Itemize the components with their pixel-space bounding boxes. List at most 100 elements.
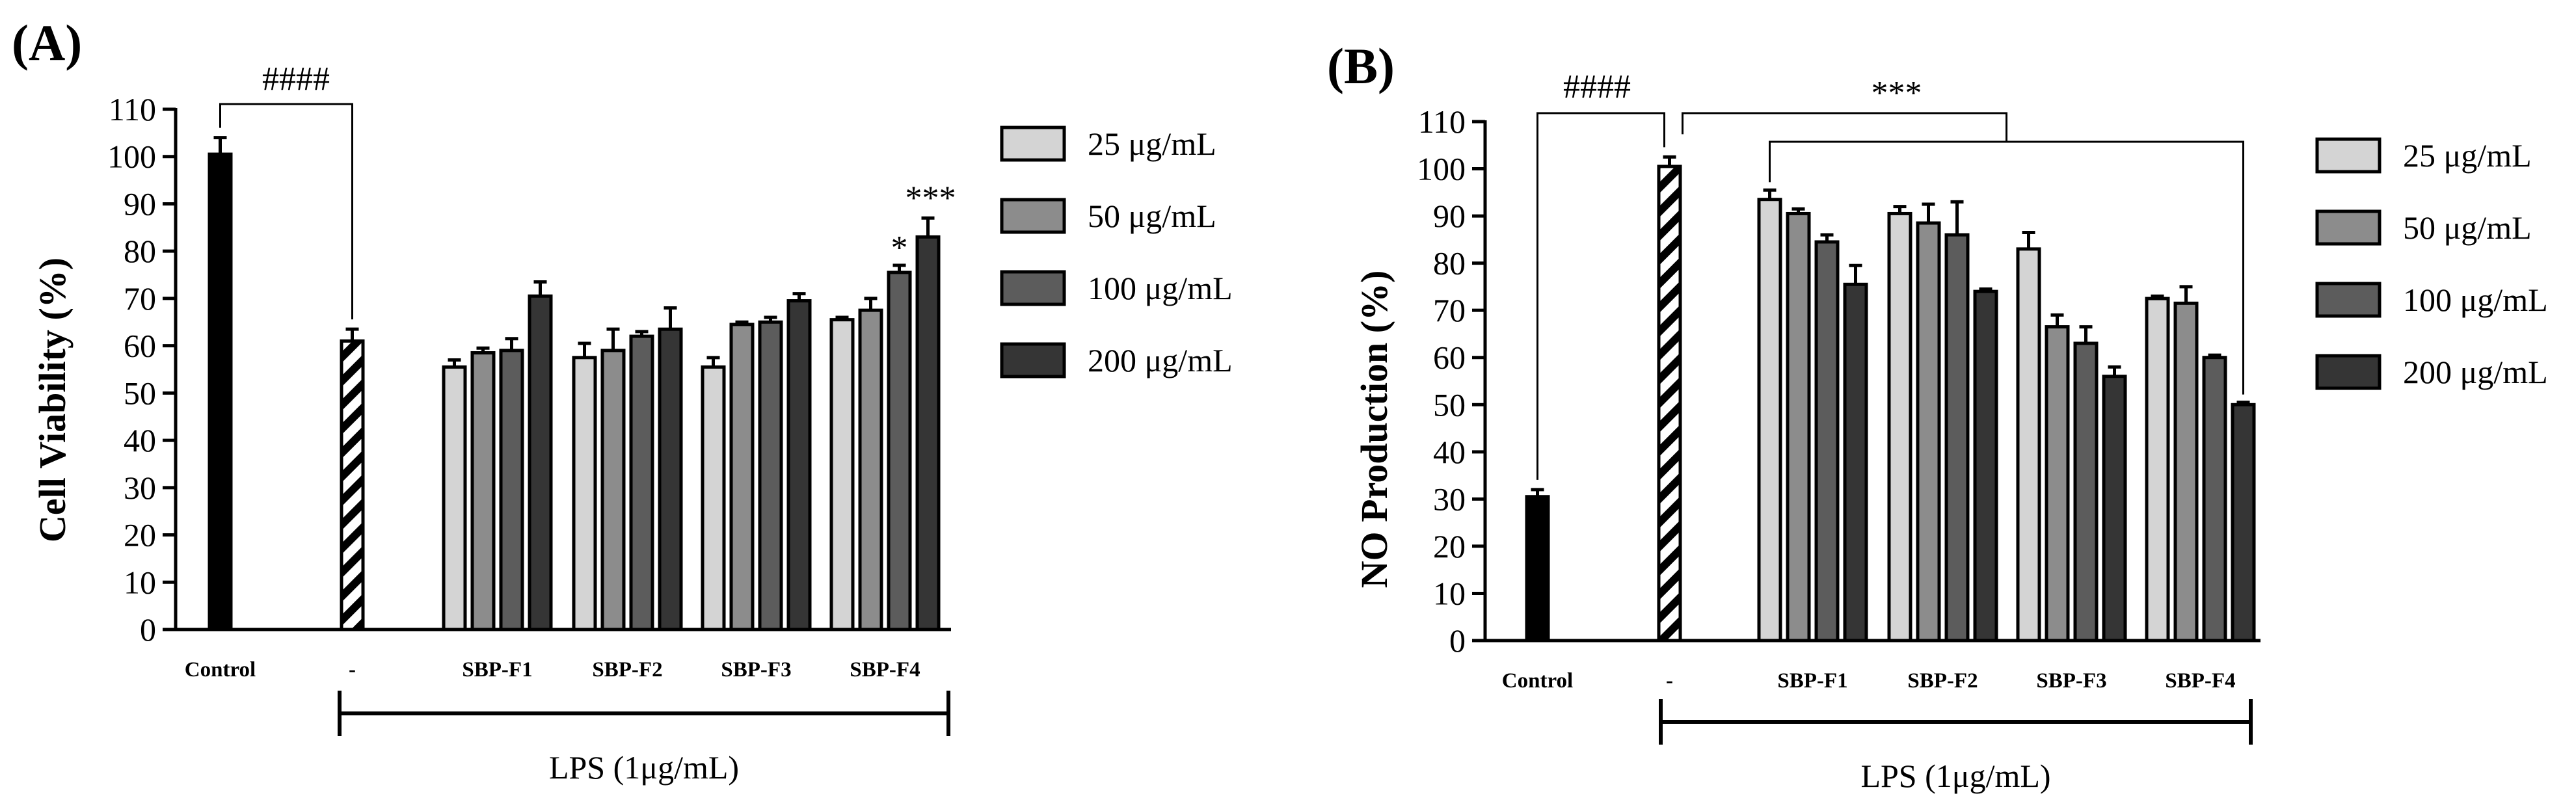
y-tick-label: 90 — [124, 185, 156, 222]
a-bar-lps — [340, 339, 365, 631]
panel-b-y-ticks: 0 10 20 30 40 50 60 70 80 90 100 110 — [1417, 103, 1485, 659]
y-tick-label: 100 — [1417, 151, 1466, 187]
panel-b-bars — [1525, 155, 2256, 643]
b-bar-sbp-f2-200 — [1973, 289, 1998, 643]
panel-a-x-tick-sbp-f2: SBP-F2 — [592, 658, 662, 682]
y-tick-label: 110 — [1418, 103, 1466, 140]
panel-b-significance-bracket-hash — [1536, 112, 1665, 480]
panel-a-label: (A) — [12, 14, 82, 71]
panel-b: (B) NO Production (%) 0 10 20 30 40 50 60 70 80 9… — [1327, 38, 2548, 794]
panel-a-legend-swatch-100 — [1000, 270, 1066, 306]
a-bar-sbp-f4-50 — [858, 308, 883, 631]
b-bar-sbp-f3-200 — [2102, 375, 2127, 643]
b-bar-sbp-f3-25 — [2016, 247, 2041, 643]
y-tick-label: 50 — [124, 375, 156, 411]
a-bar-sbp-f2-100 — [629, 334, 654, 631]
panel-a-legend-label-25: 25 μg/mL — [1088, 126, 1216, 162]
b-bar-sbp-f4-50 — [2173, 301, 2199, 643]
panel-b-x-tick-sbp-f1: SBP-F1 — [1777, 669, 1847, 693]
b-bar-sbp-f2-50 — [1916, 221, 1941, 643]
b-bar-sbp-f1-200 — [1843, 282, 1868, 643]
panel-a-x-tick-sbp-f1: SBP-F1 — [462, 658, 532, 682]
y-tick-label: 110 — [109, 91, 156, 127]
panel-a-lps-bracket — [338, 691, 950, 736]
y-tick-label: 90 — [1433, 198, 1466, 234]
a-bar-sbp-f1-100 — [499, 349, 524, 631]
panel-b-y-axis-label: NO Production (%) — [1353, 271, 1395, 589]
b-bar-sbp-f4-25 — [2145, 297, 2170, 643]
y-tick-label: 30 — [124, 470, 156, 506]
y-tick-label: 0 — [140, 611, 156, 648]
a-bar-sbp-f3-100 — [758, 320, 783, 631]
panel-b-significance-triple-star: *** — [1872, 75, 1922, 112]
y-tick-label: 10 — [124, 564, 156, 600]
panel-b-legend-label-200: 200 μg/mL — [2403, 354, 2548, 390]
a-bar-sbp-f2-50 — [600, 349, 626, 631]
panel-a-y-axis-label: Cell Viability (%) — [31, 258, 74, 542]
panel-b-significance-bracket-star — [1682, 112, 2244, 395]
a-bar-sbp-f1-200 — [528, 294, 553, 631]
panel-b-legend-swatch-200 — [2315, 354, 2381, 390]
a-bar-control — [208, 152, 233, 631]
a-bar-sbp-f1-50 — [470, 351, 496, 631]
panel-b-x-tick-lps: - — [1666, 669, 1673, 693]
panel-a-x-tick-sbp-f3: SBP-F3 — [721, 658, 791, 682]
panel-a-legend-swatch-25 — [1000, 126, 1066, 162]
panel-a: (A) Cell Viability (%) 0 10 20 30 40 50 60 70 80… — [12, 14, 1233, 786]
b-bar-control — [1525, 495, 1550, 643]
panel-a-significance-bracket — [219, 103, 353, 320]
panel-a-legend: 25 μg/mL 50 μg/mL 100 μg/mL 200 μg/mL — [1000, 126, 1233, 378]
panel-b-legend-label-50: 50 μg/mL — [2403, 209, 2532, 246]
a-bar-sbp-f3-50 — [729, 323, 755, 631]
y-tick-label: 60 — [1433, 339, 1466, 376]
y-tick-label: 30 — [1433, 481, 1466, 517]
panel-b-x-tick-sbp-f3: SBP-F3 — [2036, 669, 2106, 693]
y-tick-label: 20 — [1433, 528, 1466, 564]
y-tick-label: 10 — [1433, 575, 1466, 611]
panel-b-x-tick-control: Control — [1502, 669, 1573, 693]
b-bar-lps — [1657, 165, 1682, 643]
y-tick-label: 80 — [124, 233, 156, 269]
panel-b-x-tick-sbp-f4: SBP-F4 — [2165, 669, 2235, 693]
panel-a-legend-label-200: 200 μg/mL — [1088, 342, 1233, 378]
panel-a-x-tick-sbp-f4: SBP-F4 — [850, 658, 920, 682]
a-bar-sbp-f4-200 — [915, 235, 941, 631]
panel-a-legend-swatch-200 — [1000, 342, 1066, 378]
panel-a-legend-label-100: 100 μg/mL — [1088, 270, 1233, 306]
panel-b-label: (B) — [1327, 38, 1395, 94]
b-bar-sbp-f2-25 — [1887, 211, 1912, 643]
y-tick-label: 80 — [1433, 245, 1466, 282]
panel-b-legend-label-100: 100 μg/mL — [2403, 282, 2548, 318]
panel-a-x-tick-control: Control — [185, 658, 256, 682]
y-tick-label: 40 — [124, 422, 156, 458]
panel-b-significance-hash: #### — [1563, 68, 1631, 105]
panel-b-legend: 25 μg/mL 50 μg/mL 100 μg/mL 200 μg/mL — [2315, 137, 2548, 390]
panel-a-bars — [208, 136, 941, 631]
y-tick-label: 70 — [124, 280, 156, 317]
b-bar-sbp-f4-100 — [2202, 356, 2227, 643]
y-tick-label: 60 — [124, 328, 156, 364]
panel-a-lps-label: LPS (1μg/mL) — [549, 749, 739, 786]
panel-a-y-ticks: 0 10 20 30 40 50 60 70 80 90 100 110 — [107, 91, 176, 648]
panel-a-significance-hash: #### — [262, 60, 330, 98]
b-bar-sbp-f3-50 — [2045, 325, 2070, 643]
a-bar-sbp-f3-200 — [786, 299, 812, 631]
y-tick-label: 40 — [1433, 434, 1466, 470]
b-bar-sbp-f3-100 — [2073, 341, 2099, 643]
y-tick-label: 70 — [1433, 292, 1466, 328]
panel-b-legend-swatch-25 — [2315, 137, 2381, 174]
panel-b-lps-bracket — [1659, 699, 2253, 745]
y-tick-label: 50 — [1433, 386, 1466, 423]
panel-b-legend-swatch-100 — [2315, 282, 2381, 318]
panel-a-x-tick-lps: - — [349, 658, 356, 682]
b-bar-sbp-f1-100 — [1814, 240, 1840, 643]
b-bar-sbp-f2-100 — [1944, 233, 1970, 643]
panel-a-significance-star: * — [891, 230, 908, 267]
panel-b-legend-label-25: 25 μg/mL — [2403, 137, 2532, 174]
b-bar-sbp-f1-50 — [1786, 211, 1811, 643]
a-bar-sbp-f1-25 — [442, 365, 467, 631]
panel-b-x-tick-sbp-f2: SBP-F2 — [1907, 669, 1978, 693]
b-bar-sbp-f1-25 — [1757, 198, 1782, 643]
y-tick-label: 0 — [1449, 622, 1466, 659]
